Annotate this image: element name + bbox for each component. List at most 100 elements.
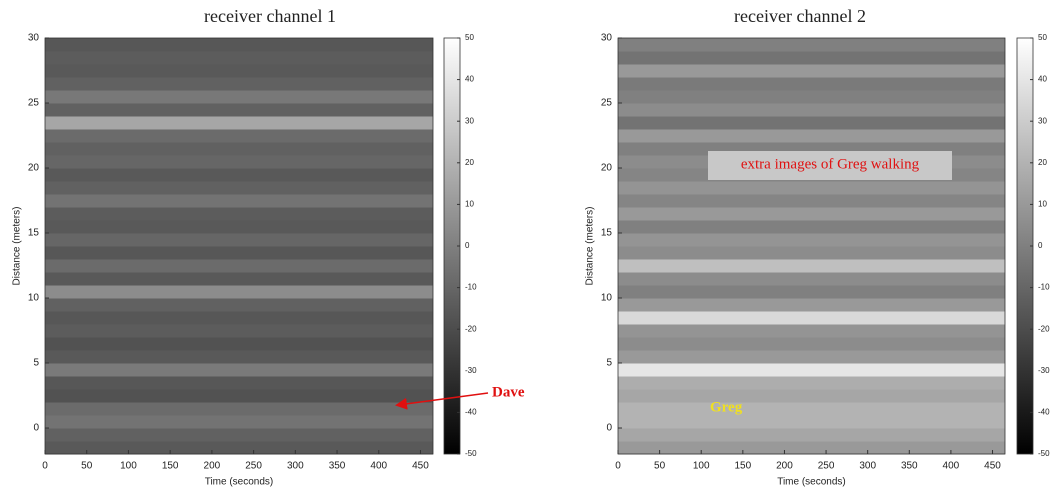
colorbar-tick-label: -20 [1038,324,1050,333]
colorbar-tick-label: -30 [465,366,477,375]
x-tick-label: 100 [693,461,710,472]
heatmap-row [45,77,433,91]
colorbar-tick-label: 10 [1038,200,1047,209]
heatmap-row [618,129,1005,143]
heatmap-row [618,402,1005,416]
heatmap-row [45,90,433,104]
y-tick-label: 25 [601,98,613,109]
x-tick-label: 0 [42,461,48,472]
colorbar-tick-label: 30 [465,116,474,125]
y-tick-label: 5 [606,358,612,369]
heatmap-row [45,259,433,273]
heatmap-row [45,272,433,286]
heatmap-row [45,168,433,182]
heatmap-row [618,350,1005,364]
colorbar-tick-label: -10 [465,283,477,292]
colorbar-tick-label: -50 [465,449,477,458]
x-tick-label: 250 [245,461,262,472]
x-tick-label: 200 [776,461,793,472]
x-tick-label: 300 [859,461,876,472]
colorbar-tick-label: -40 [1038,408,1050,417]
heatmap-row [618,376,1005,390]
heatmap-row [618,103,1005,117]
y-tick-label: 30 [28,33,40,44]
heatmap-row [618,77,1005,91]
heatmap-row [618,64,1005,78]
colorbar-tick-label: -40 [465,408,477,417]
colorbar-tick-label: 0 [1038,241,1043,250]
heatmap-row [45,324,433,338]
heatmap-row [618,246,1005,260]
colorbar-tick-label: 40 [465,75,474,84]
colorbar-tick-label: 30 [1038,116,1047,125]
y-tick-label: 25 [28,98,40,109]
heatmap-row [618,259,1005,273]
x-tick-label: 450 [984,461,1001,472]
annotation: extra images of Greg walking [741,156,920,172]
heatmap-row [45,181,433,195]
heatmap-row [618,298,1005,312]
y-tick-label: 15 [601,228,613,239]
heatmap-row [45,428,433,442]
heatmap-row [618,207,1005,221]
heatmap-row [618,363,1005,377]
heatmap-row [45,207,433,221]
heatmap-row [618,285,1005,299]
annotation-arrow [395,392,489,410]
heatmap-row [618,220,1005,234]
heatmap-row [618,415,1005,429]
chart-title: receiver channel 2 [734,6,866,26]
colorbar-tick-label: -50 [1038,449,1050,458]
heatmap-row [45,376,433,390]
x-tick-label: 150 [734,461,751,472]
colorbar-tick-label: 10 [465,200,474,209]
heatmap-row [45,389,433,403]
x-tick-label: 450 [412,461,429,472]
heatmap-row [618,324,1005,338]
x-tick-label: 400 [370,461,387,472]
y-axis-label: Distance (meters) [585,207,596,286]
heatmap-row [45,402,433,416]
heatmap-row [618,272,1005,286]
chart-title: receiver channel 1 [204,6,336,26]
x-tick-label: 250 [818,461,835,472]
x-tick-label: 400 [943,461,960,472]
colorbar-tick-label: 20 [465,158,474,167]
plot-frame [617,37,1006,455]
heatmap-row [618,337,1005,351]
heatmap-row [45,233,433,247]
heatmap-row [45,363,433,377]
heatmap-row [45,38,433,52]
heatmap-row [618,441,1005,455]
heatmap-row [45,194,433,208]
x-tick-label: 350 [901,461,918,472]
y-tick-label: 5 [33,358,39,369]
heatmap-row [45,64,433,78]
annotation: Greg [710,399,743,415]
y-tick-label: 30 [601,33,613,44]
heatmap-row [45,285,433,299]
heatmap-row [618,389,1005,403]
colorbar-tick-label: -20 [465,324,477,333]
heatmap-row [618,116,1005,130]
heatmap-row [618,311,1005,325]
heatmap-row [45,415,433,429]
y-tick-label: 0 [606,423,612,434]
colorbar-tick-label: 40 [1038,75,1047,84]
heatmap-row [618,90,1005,104]
x-tick-label: 50 [654,461,666,472]
annotation-box [708,151,952,180]
heatmap-row [618,51,1005,65]
y-axis-label: Distance (meters) [12,207,23,286]
heatmap-row [45,116,433,130]
colorbar-tick-label: 50 [1038,33,1047,42]
heatmap-row [45,441,433,455]
y-tick-label: 15 [28,228,40,239]
x-tick-label: 50 [81,461,93,472]
heatmap-row [45,51,433,65]
x-axis-label: Time (seconds) [777,477,846,488]
colorbar-tick-label: 0 [465,241,470,250]
colorbar-tick-label: 50 [465,33,474,42]
colorbar-tick-label: -10 [1038,283,1050,292]
